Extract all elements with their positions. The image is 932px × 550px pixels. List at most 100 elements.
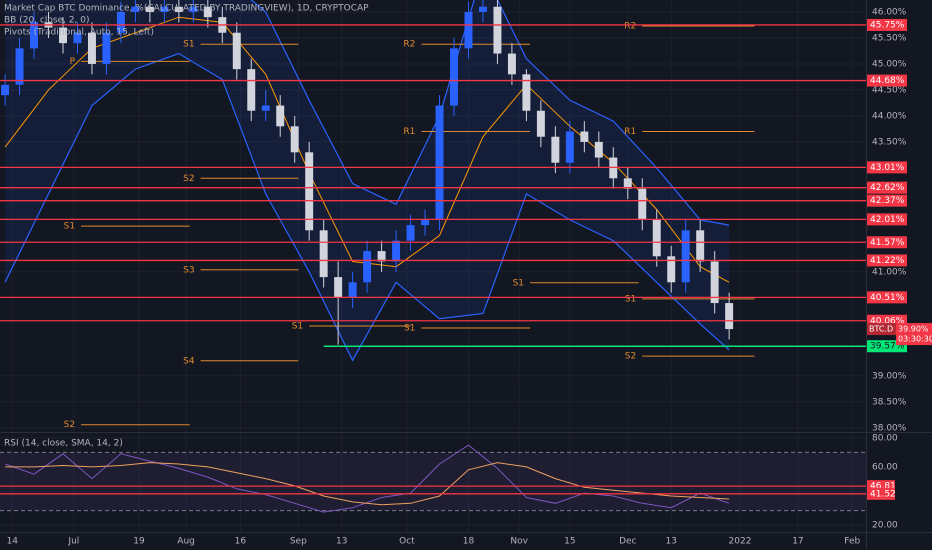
x-tick-label: Sep xyxy=(290,537,307,547)
pivot-label: S1 xyxy=(183,40,194,50)
level-label: 42.37% xyxy=(870,196,905,206)
indicator-legend: BB (20, close, 2, 0) xyxy=(4,16,89,26)
x-tick-label: Oct xyxy=(399,537,415,547)
candle-body xyxy=(667,256,676,283)
candle-body xyxy=(435,105,444,220)
candle-body xyxy=(710,261,719,304)
price-pane: P S1 R2 R2 R1 R1 S2 S1 S3 S4 S1 S1 S1 S1 S2 S2 xyxy=(0,0,866,432)
level-label: 43.01% xyxy=(870,163,905,173)
candle-body xyxy=(305,152,314,231)
level-tag xyxy=(867,487,895,500)
level-label: 41.52 xyxy=(870,489,896,499)
rsi-pane xyxy=(0,433,866,532)
x-tick-label: Aug xyxy=(177,537,195,547)
x-tick-label: Jul xyxy=(67,537,79,547)
candle-body xyxy=(348,282,357,298)
pivot-label: S2 xyxy=(64,420,75,430)
pivot-label: S1 xyxy=(625,294,636,304)
y-tick-label: 45.50% xyxy=(872,33,907,43)
y-tick-label: 44.50% xyxy=(872,85,907,95)
level-tag xyxy=(867,194,907,207)
pivot-label: S1 xyxy=(292,321,303,331)
overlay: 46.00% 45.50% 45.00% 44.50% 44.00% 43.50% 41.0… xyxy=(7,7,932,547)
pivot-label: R1 xyxy=(403,127,415,137)
candle-body xyxy=(73,32,82,44)
rsi-title: RSI (14, close, SMA, 14, 2) xyxy=(4,439,123,449)
level-tag xyxy=(867,213,907,226)
y-tick-label: 20.00 xyxy=(872,521,898,531)
x-tick-label: 13 xyxy=(665,537,676,547)
rsi-line xyxy=(5,462,730,506)
candle-body xyxy=(319,230,328,278)
y-tick-label: 41.00% xyxy=(872,267,907,277)
x-tick-label: 17 xyxy=(792,537,803,547)
candle-body xyxy=(30,22,39,49)
pivot-label: S2 xyxy=(625,352,636,362)
candle-body xyxy=(363,251,372,283)
candle-body xyxy=(174,6,183,12)
candle-body xyxy=(1,84,10,96)
pivot-label: R2 xyxy=(403,40,415,50)
candle-body xyxy=(522,74,531,111)
candle-body xyxy=(59,27,67,44)
candle-body xyxy=(87,32,96,64)
level-label: 42.01% xyxy=(870,215,905,225)
band-upper xyxy=(250,0,730,226)
y-tick-label: 43.50% xyxy=(872,137,907,147)
band-basis xyxy=(4,16,730,283)
candle-body xyxy=(725,303,734,330)
candle-body xyxy=(116,11,125,33)
candle-body xyxy=(536,110,545,137)
x-tick-label: Dec xyxy=(619,537,636,547)
level-tag xyxy=(867,254,907,267)
candle-body xyxy=(652,219,661,257)
candle-body xyxy=(290,126,299,153)
x-tick-label: 18 xyxy=(463,537,475,547)
pivot-label: S1 xyxy=(404,324,415,334)
level-label: 42.62% xyxy=(870,183,905,193)
level-label: 41.57% xyxy=(870,238,905,248)
candle-body xyxy=(276,105,285,127)
candle-body xyxy=(565,131,574,163)
y-tick-label: 38.50% xyxy=(872,397,907,407)
rsi-line xyxy=(4,444,730,513)
candle-body xyxy=(638,188,647,220)
candle-body xyxy=(406,225,415,241)
x-tick-label: Feb xyxy=(844,537,860,547)
candle-body xyxy=(580,131,589,142)
candle-body xyxy=(493,6,502,54)
candle-body xyxy=(102,32,111,64)
y-tick-label: 46.00% xyxy=(872,7,907,17)
candle-body xyxy=(696,230,705,262)
candle-body xyxy=(623,178,632,189)
candle-body xyxy=(247,69,256,111)
candle-body xyxy=(450,48,458,106)
level-label: 46.81 xyxy=(870,482,896,492)
pivot-label: S1 xyxy=(513,278,524,288)
y-tick-label: 80.00 xyxy=(872,433,898,443)
level-label: 40.06% xyxy=(870,316,905,326)
candle-body xyxy=(160,6,169,12)
candle-body xyxy=(551,136,560,163)
candle-body xyxy=(334,277,343,298)
last-price-label: 39.90% xyxy=(898,325,929,334)
pivot-label: S1 xyxy=(64,222,75,232)
y-tick-label: 60.00 xyxy=(872,462,898,472)
band-fill xyxy=(5,0,730,361)
pivot-label: R1 xyxy=(624,127,636,137)
level-label: 41.22% xyxy=(870,256,905,266)
pivot-label: S3 xyxy=(183,265,194,275)
x-tick-label: 2022 xyxy=(729,537,752,547)
candle-body xyxy=(464,11,473,49)
y-tick-label: 38.00% xyxy=(872,423,907,433)
candle-body xyxy=(203,6,212,18)
x-tick-label: 19 xyxy=(133,537,145,547)
level-label: 44.68% xyxy=(870,76,905,86)
level-tag xyxy=(867,181,907,194)
pivot-label: S2 xyxy=(183,174,194,184)
level-tag xyxy=(867,74,907,87)
candle-body xyxy=(392,240,401,262)
candle-body xyxy=(377,251,386,262)
candle-body xyxy=(507,53,516,75)
